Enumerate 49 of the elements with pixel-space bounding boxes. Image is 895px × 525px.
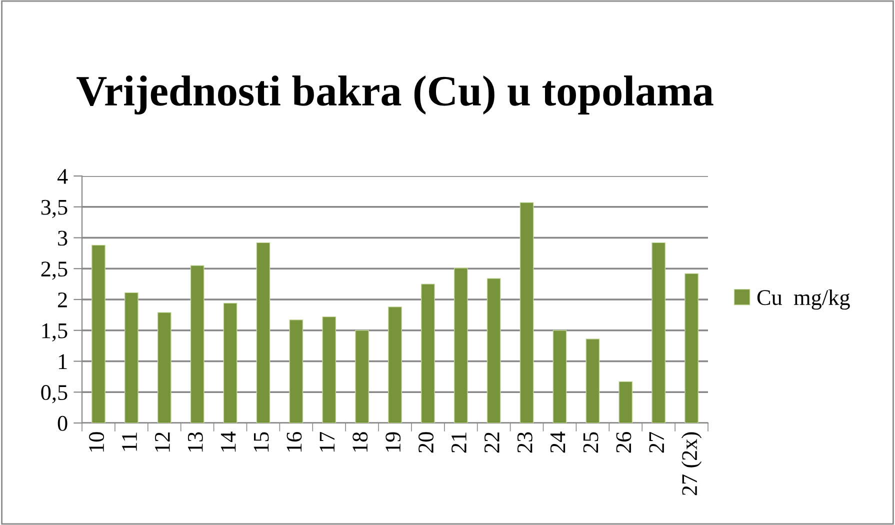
y-tick-label: 1,5	[42, 323, 68, 342]
y-tick-label: 0,5	[41, 385, 68, 404]
bar	[586, 338, 600, 423]
x-tick-label: 23	[517, 432, 532, 453]
bar	[157, 312, 172, 423]
bar	[652, 242, 666, 423]
bar	[124, 292, 138, 423]
bar	[289, 320, 304, 423]
bar	[454, 268, 468, 423]
x-tick-label: 13	[188, 432, 203, 452]
x-tick-label: 12	[154, 432, 170, 452]
x-tick-label: 25	[583, 432, 598, 453]
bar	[190, 265, 204, 423]
x-tick-label: 24	[550, 432, 566, 453]
bar	[520, 202, 534, 423]
y-tick-label: 3,5	[41, 200, 68, 218]
x-tick-label: 20	[418, 432, 434, 453]
x-tick-label: 21	[452, 432, 466, 453]
x-tick-label: 11	[122, 432, 137, 451]
y-tick-label: 2	[58, 292, 67, 308]
bar	[421, 284, 435, 423]
x-tick-label: 17	[320, 432, 334, 452]
y-tick-label: 2,5	[41, 262, 68, 280]
legend-label: Cu mg/kg	[757, 289, 850, 310]
x-tick-label: 16	[286, 432, 302, 452]
x-tick-label: 22	[484, 432, 500, 453]
y-tick-label: 0	[58, 416, 68, 431]
x-tick-label: 18	[352, 432, 368, 452]
x-tick-label: 26	[616, 432, 632, 453]
bar	[684, 273, 698, 423]
x-tick-label: 14	[220, 432, 236, 452]
bar	[355, 330, 369, 423]
bar	[92, 244, 106, 423]
y-tick-label: 4	[57, 169, 68, 184]
chart-title: Vrijednosti bakra (Cu) u topolama	[76, 75, 714, 115]
bar	[618, 381, 633, 423]
x-tick-label: 27 (2x)	[681, 432, 702, 496]
bar	[256, 242, 270, 423]
bar	[486, 278, 501, 423]
y-tick-label: 1	[58, 354, 67, 369]
bar	[223, 302, 238, 423]
x-tick-label: 10	[89, 432, 104, 452]
bar	[322, 316, 336, 423]
bar	[388, 306, 402, 423]
y-tick-label: 3	[58, 230, 68, 246]
bar	[552, 330, 567, 423]
x-tick-label: 15	[254, 432, 269, 452]
x-tick-label: 27	[649, 432, 664, 453]
x-tick-label: 19	[386, 432, 401, 452]
